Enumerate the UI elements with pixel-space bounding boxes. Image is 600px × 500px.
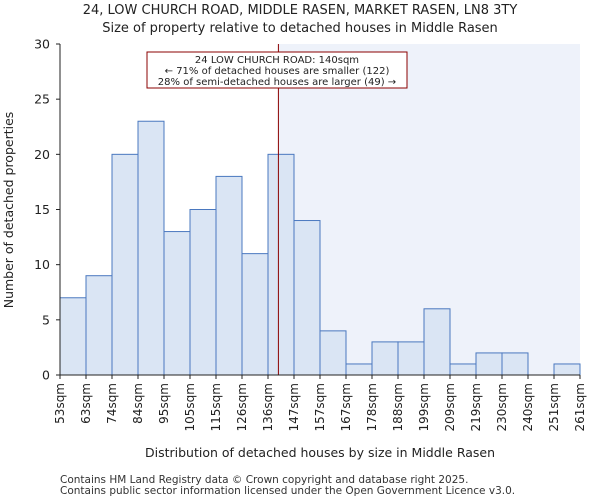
annotation-box: [146, 51, 408, 89]
x-tick-label-136sqm: 136sqm: [261, 383, 275, 431]
x-tick-label-74sqm: 74sqm: [105, 383, 119, 424]
x-tick-label-188sqm: 188sqm: [391, 383, 405, 431]
y-tick-label: 0: [42, 368, 50, 383]
x-axis-label: Distribution of detached houses by size …: [145, 445, 495, 460]
y-tick-label: 15: [34, 202, 50, 217]
bar-199sqm: [423, 308, 451, 376]
bar-126sqm: [241, 253, 269, 376]
x-tick-label-95sqm: 95sqm: [157, 383, 171, 424]
x-tick-label-219sqm: 219sqm: [469, 383, 483, 431]
x-tick-label-115sqm: 115sqm: [209, 383, 223, 431]
x-tick-label-63sqm: 63sqm: [79, 383, 93, 424]
x-tick-label-178sqm: 178sqm: [365, 383, 379, 431]
bar-105sqm: [189, 209, 217, 376]
x-tick-label-199sqm: 199sqm: [417, 383, 431, 431]
x-tick-label-84sqm: 84sqm: [131, 383, 145, 424]
x-tick-label-251sqm: 251sqm: [547, 383, 561, 431]
bar-136sqm: [267, 153, 295, 376]
x-tick-label-240sqm: 240sqm: [521, 383, 535, 431]
bar-157sqm: [319, 330, 347, 376]
x-tick-label-157sqm: 157sqm: [313, 383, 327, 431]
x-tick-label-147sqm: 147sqm: [287, 383, 301, 431]
x-tick-label-53sqm: 53sqm: [53, 383, 67, 424]
bar-84sqm: [137, 120, 165, 376]
bar-230sqm: [501, 352, 529, 376]
bar-53sqm: [59, 297, 87, 376]
x-tick-label-105sqm: 105sqm: [183, 383, 197, 431]
bar-209sqm: [449, 363, 477, 376]
annotation-line-2: ← 71% of detached houses are smaller (12…: [165, 66, 390, 77]
annotation-line-3: 28% of semi-detached houses are larger (…: [158, 77, 396, 88]
bar-115sqm: [215, 175, 243, 376]
y-axis-label: Number of detached properties: [1, 112, 16, 309]
chart-title: 24, LOW CHURCH ROAD, MIDDLE RASEN, MARKE…: [82, 3, 518, 18]
y-tick-label: 30: [34, 37, 50, 52]
chart-subtitle: Size of property relative to detached ho…: [102, 21, 498, 36]
bar-219sqm: [475, 352, 503, 376]
y-tick-label: 25: [34, 92, 50, 107]
bar-95sqm: [163, 231, 191, 376]
footer-copyright: Contains HM Land Registry data © Crown c…: [60, 474, 469, 486]
bar-63sqm: [85, 275, 113, 376]
x-tick-label-261sqm: 261sqm: [573, 383, 587, 431]
y-tick-label: 10: [34, 257, 50, 272]
x-tick-label-230sqm: 230sqm: [495, 383, 509, 431]
footer-licence: Contains public sector information licen…: [60, 485, 516, 497]
x-tick-label-167sqm: 167sqm: [339, 383, 353, 431]
bar-251sqm: [553, 363, 581, 376]
bar-167sqm: [345, 363, 373, 376]
x-tick-label-126sqm: 126sqm: [235, 383, 249, 431]
y-tick-label: 5: [42, 312, 50, 327]
annotation-line-1: 24 LOW CHURCH ROAD: 140sqm: [195, 55, 359, 66]
bar-178sqm: [371, 341, 399, 376]
bar-188sqm: [397, 341, 425, 376]
bar-74sqm: [111, 153, 139, 376]
x-tick-label-209sqm: 209sqm: [443, 383, 457, 431]
bar-147sqm: [293, 220, 321, 376]
y-tick-label: 20: [34, 147, 50, 162]
